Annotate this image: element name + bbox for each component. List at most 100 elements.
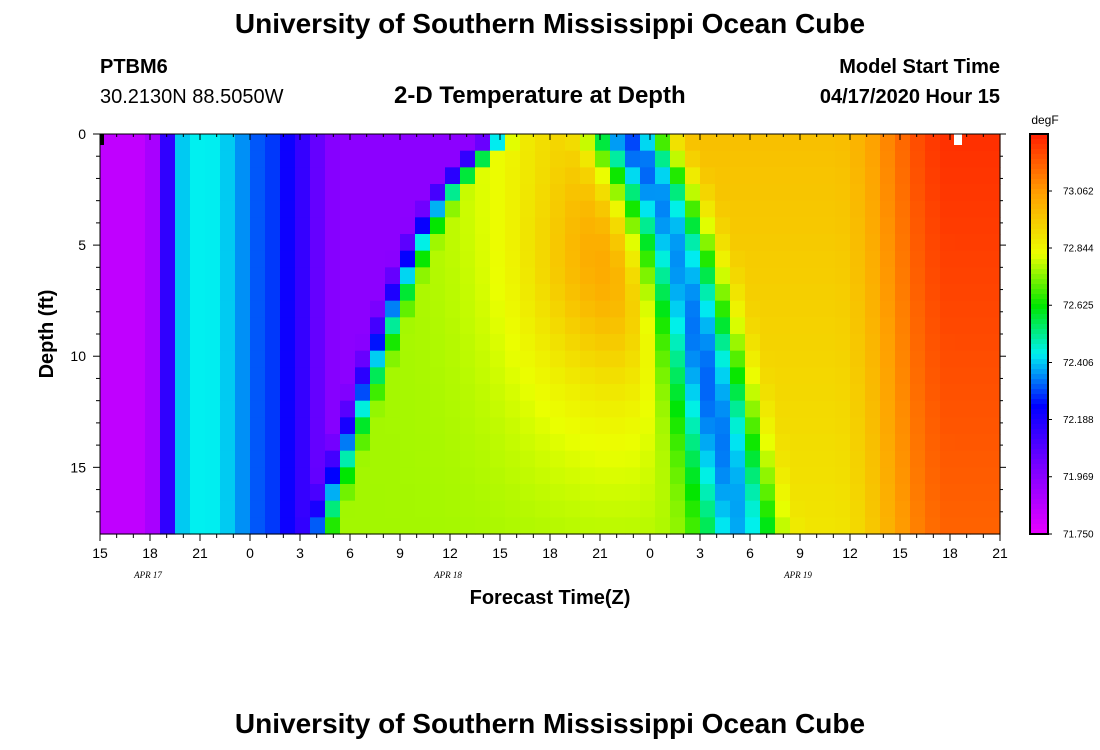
heat-cell	[100, 300, 116, 318]
heat-cell	[340, 367, 356, 385]
heat-cell	[265, 134, 281, 152]
heat-cell	[415, 167, 431, 185]
colorbar-tick-label: 71.969	[1063, 472, 1094, 483]
heat-cell	[370, 250, 386, 268]
heat-cell	[685, 267, 701, 285]
heat-cell	[475, 484, 491, 502]
heat-cell	[445, 334, 461, 352]
heat-cell	[670, 500, 686, 518]
heat-cell	[160, 200, 176, 218]
colorbar-segment	[1030, 384, 1048, 390]
x-tick-label: 0	[646, 545, 654, 561]
heat-cell	[235, 350, 251, 368]
heat-cell	[205, 134, 221, 152]
heat-cell	[310, 434, 326, 452]
heat-cell	[625, 217, 641, 235]
heat-cell	[760, 434, 776, 452]
heat-cell	[310, 467, 326, 485]
heat-cell	[370, 267, 386, 285]
heat-cell	[505, 200, 521, 218]
heat-cell	[100, 267, 116, 285]
heat-cell	[625, 384, 641, 402]
heat-cell	[910, 384, 926, 402]
heat-cell	[430, 134, 446, 152]
heat-cell	[445, 200, 461, 218]
heat-cell	[655, 134, 671, 152]
heat-cell	[730, 400, 746, 418]
heat-cell	[340, 150, 356, 168]
heat-cell	[220, 400, 236, 418]
heat-cell	[415, 184, 431, 202]
heat-cell	[475, 500, 491, 518]
current-time-marker	[954, 134, 962, 145]
heat-cell	[580, 167, 596, 185]
x-tick-label: 3	[296, 545, 304, 561]
heat-cell	[655, 367, 671, 385]
heat-cell	[820, 384, 836, 402]
heat-cell	[190, 300, 206, 318]
heat-cell	[595, 400, 611, 418]
heat-cell	[910, 517, 926, 535]
heat-cell	[595, 417, 611, 435]
heat-cell	[535, 350, 551, 368]
heat-cell	[700, 434, 716, 452]
heat-cell	[595, 184, 611, 202]
heat-cell	[250, 517, 266, 535]
heat-cell	[340, 300, 356, 318]
heat-cell	[835, 484, 851, 502]
heat-cell	[295, 250, 311, 268]
heat-cell	[445, 484, 461, 502]
x-tick-label: 6	[746, 545, 754, 561]
heat-cell	[820, 150, 836, 168]
x-tick-label: 9	[396, 545, 404, 561]
heat-cell	[940, 184, 956, 202]
heat-cell	[295, 334, 311, 352]
heat-cell	[460, 150, 476, 168]
heat-cell	[865, 234, 881, 252]
heat-cell	[445, 300, 461, 318]
heat-cell	[385, 350, 401, 368]
heat-cell	[865, 217, 881, 235]
heat-cell	[490, 417, 506, 435]
colorbar-segment	[1030, 184, 1048, 190]
heat-cell	[190, 267, 206, 285]
heat-cell	[805, 234, 821, 252]
heat-cell	[640, 250, 656, 268]
heat-cell	[175, 267, 191, 285]
heat-cell	[865, 200, 881, 218]
heat-cell	[325, 184, 341, 202]
heat-cell	[175, 300, 191, 318]
x-tick-label: 9	[796, 545, 804, 561]
heat-cell	[760, 300, 776, 318]
heat-cell	[670, 517, 686, 535]
heat-cell	[280, 184, 296, 202]
heat-cell	[955, 234, 971, 252]
x-date-label: APR 19	[783, 570, 812, 580]
heat-cell	[670, 450, 686, 468]
heat-cell	[295, 217, 311, 235]
heat-cell	[685, 200, 701, 218]
heat-cell	[355, 334, 371, 352]
heat-cell	[385, 500, 401, 518]
heat-cell	[895, 400, 911, 418]
heat-cell	[115, 334, 131, 352]
heat-cell	[700, 250, 716, 268]
heat-cell	[910, 150, 926, 168]
heat-cell	[295, 300, 311, 318]
heat-cell	[895, 334, 911, 352]
heat-cell	[175, 500, 191, 518]
heat-cell	[295, 384, 311, 402]
heat-cell	[190, 250, 206, 268]
heat-cell	[520, 434, 536, 452]
heat-cell	[730, 467, 746, 485]
colorbar-segment	[1030, 284, 1048, 290]
heat-cell	[205, 384, 221, 402]
heat-cell	[760, 167, 776, 185]
heat-cell	[325, 200, 341, 218]
heat-cell	[430, 200, 446, 218]
heat-cell	[535, 200, 551, 218]
heat-cell	[220, 350, 236, 368]
heat-cell	[550, 400, 566, 418]
heat-cell	[640, 384, 656, 402]
heat-cell	[610, 450, 626, 468]
